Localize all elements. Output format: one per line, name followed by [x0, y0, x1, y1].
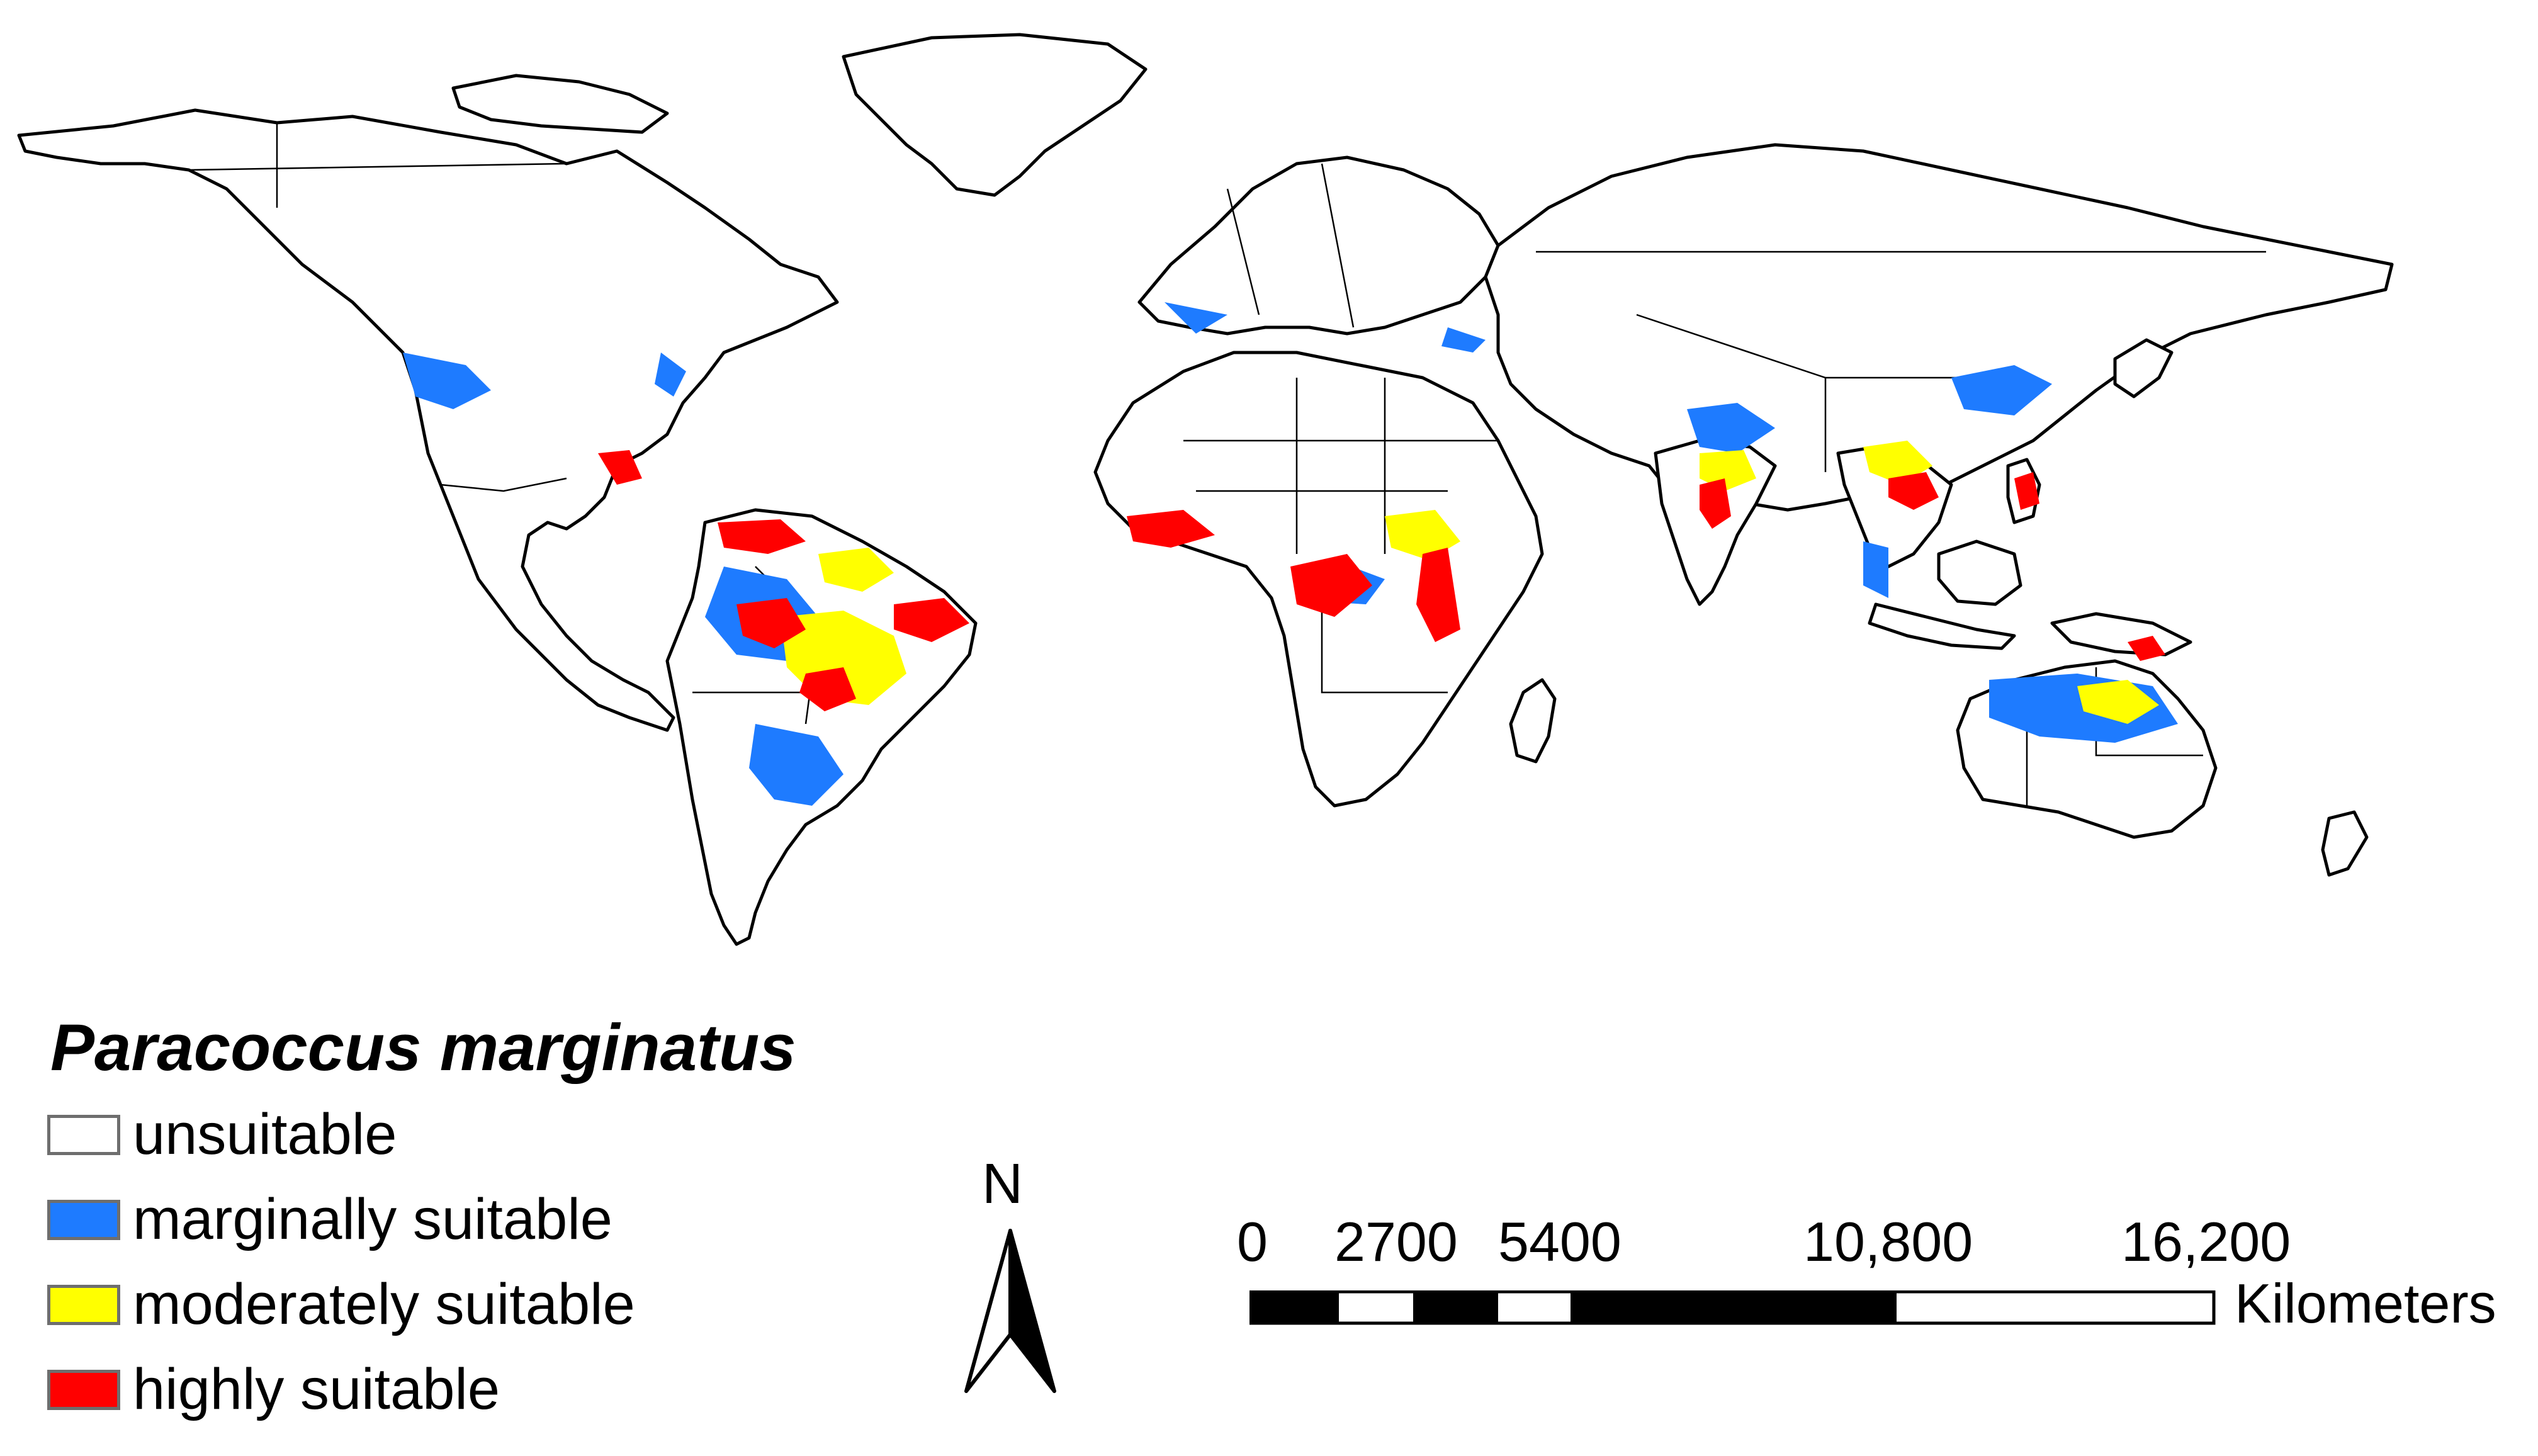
legend-label-unsuitable: unsuitable	[133, 1102, 397, 1166]
south-america	[665, 508, 978, 946]
legend-label-moderate: moderately suitable	[133, 1272, 635, 1336]
high-suitability-areas	[598, 450, 2165, 711]
scale-tick-0: 0	[1237, 1211, 1268, 1273]
north-arrow-icon	[964, 1229, 1056, 1393]
scale-tick-2700: 2700	[1334, 1211, 1458, 1273]
greenland	[842, 33, 1148, 197]
legend-item-marginal: marginally suitable	[47, 1177, 635, 1262]
north-america	[17, 108, 839, 732]
scale-bar	[1249, 1290, 2216, 1325]
country-borders	[188, 123, 2266, 806]
legend-swatch-marginal	[47, 1199, 120, 1240]
scale-tick-10800: 10,800	[1803, 1211, 1973, 1273]
legend-item-moderate: moderately suitable	[47, 1262, 635, 1347]
legend-swatch-high	[47, 1369, 120, 1410]
scale-tick-5400: 5400	[1498, 1211, 1622, 1273]
north-label: N	[982, 1153, 1023, 1216]
legend: unsuitable marginally suitable moderatel…	[47, 1092, 635, 1432]
scale-tick-16200: 16,200	[2121, 1211, 2291, 1273]
indonesia	[1868, 602, 2016, 650]
japan	[2113, 338, 2174, 398]
borneo	[1937, 539, 2022, 606]
scale-unit: Kilometers	[2235, 1272, 2496, 1335]
europe	[1137, 155, 1500, 336]
arctic-islands	[451, 74, 669, 134]
legend-item-unsuitable: unsuitable	[47, 1092, 635, 1177]
new-guinea	[2050, 612, 2192, 657]
legend-swatch-moderate	[47, 1284, 120, 1325]
new-zealand	[2321, 810, 2369, 877]
legend-label-high: highly suitable	[133, 1357, 500, 1421]
legend-label-marginal: marginally suitable	[133, 1187, 612, 1251]
legend-item-high: highly suitable	[47, 1347, 635, 1432]
legend-swatch-unsuitable	[47, 1114, 120, 1155]
species-title: Paracoccus marginatus	[50, 1011, 796, 1085]
madagascar	[1509, 678, 1557, 764]
